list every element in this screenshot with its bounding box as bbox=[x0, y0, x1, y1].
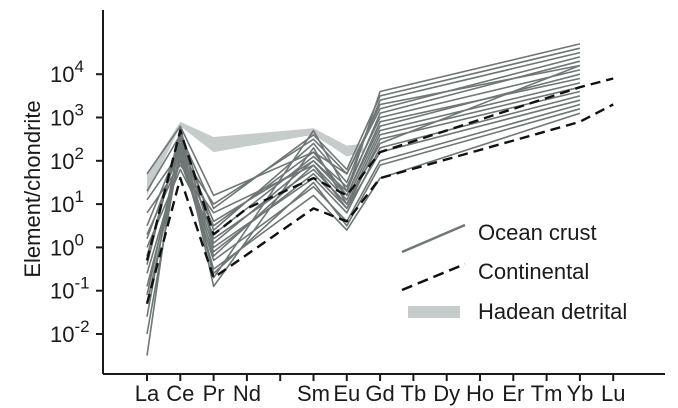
legend-hadean-detrital-swatch bbox=[408, 306, 460, 318]
x-tick-label-Dy: Dy bbox=[433, 381, 460, 406]
legend-hadean-detrital-label: Hadean detrital bbox=[478, 299, 627, 324]
ocean-crust-series-line-6 bbox=[146, 86, 581, 257]
ocean-crust-series-line-12 bbox=[146, 90, 581, 274]
y-tick-label-5: 103 bbox=[50, 101, 84, 131]
y-tick-label-3: 101 bbox=[50, 187, 84, 217]
plot-area bbox=[145, 43, 614, 356]
legend-ocean-crust-swatch bbox=[401, 223, 466, 254]
ocean-crust-series-line-13 bbox=[146, 108, 581, 335]
x-tick-label-Tm: Tm bbox=[531, 381, 563, 406]
x-tick-label-Pr: Pr bbox=[203, 381, 225, 406]
ocean-crust-series-line-16 bbox=[146, 73, 581, 235]
ocean-crust-series-line-10 bbox=[146, 69, 581, 248]
y-ticks: 10-2 10-1 100 101 102 103 104 bbox=[50, 57, 103, 347]
y-tick-label-0: 10-2 bbox=[50, 317, 90, 347]
x-tick-label-Er: Er bbox=[502, 381, 524, 406]
legend-continental-label: Continental bbox=[478, 259, 589, 284]
y-tick-label-4: 102 bbox=[50, 144, 84, 174]
x-tick-label-Nd: Nd bbox=[233, 381, 261, 406]
x-tick-label-Yb: Yb bbox=[566, 381, 593, 406]
x-ticks: La Ce Pr Nd Sm Eu Gd Tb Dy Ho Er Tm Yb Lu bbox=[135, 374, 625, 406]
continental-series-line-18 bbox=[145, 77, 614, 261]
x-tick-label-Sm: Sm bbox=[297, 381, 330, 406]
y-tick-label-2: 100 bbox=[50, 230, 84, 260]
x-tick-label-Gd: Gd bbox=[365, 381, 394, 406]
legend: Ocean crust Continental Hadean detrital bbox=[401, 220, 627, 324]
legend-continental-swatch bbox=[401, 262, 466, 292]
x-tick-label-Ce: Ce bbox=[166, 381, 194, 406]
x-tick-label-Lu: Lu bbox=[601, 381, 625, 406]
ocean-crust-series-line-8 bbox=[146, 103, 581, 287]
y-tick-label-1: 10-1 bbox=[50, 274, 90, 304]
axes bbox=[102, 10, 665, 375]
ocean-crust-series-line-14 bbox=[146, 47, 581, 210]
hadean-detrital-band bbox=[147, 121, 364, 196]
x-tick-label-La: La bbox=[135, 381, 160, 406]
x-tick-label-Tb: Tb bbox=[401, 381, 427, 406]
x-tick-label-Ho: Ho bbox=[466, 381, 494, 406]
continental-series-line-19 bbox=[145, 103, 614, 305]
legend-ocean-crust-label: Ocean crust bbox=[478, 220, 597, 245]
x-tick-label-Eu: Eu bbox=[333, 381, 360, 406]
y-axis-title: Element/chondrite bbox=[20, 100, 45, 277]
y-tick-label-6: 104 bbox=[50, 57, 84, 87]
